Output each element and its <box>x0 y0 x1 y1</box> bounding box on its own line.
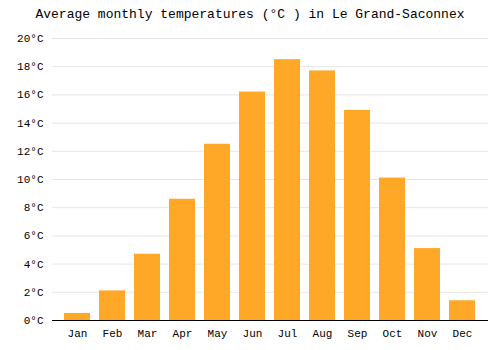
svg-text:Dec: Dec <box>453 328 473 340</box>
svg-text:Sep: Sep <box>348 328 368 340</box>
svg-text:0°C: 0°C <box>24 315 44 327</box>
svg-text:10°C: 10°C <box>17 174 44 186</box>
svg-text:Oct: Oct <box>383 328 403 340</box>
svg-text:Jan: Jan <box>68 328 88 340</box>
svg-text:Jun: Jun <box>243 328 263 340</box>
svg-text:Apr: Apr <box>173 328 193 340</box>
svg-text:20°C: 20°C <box>17 33 44 45</box>
html-text:Average monthly temperatures (: Average monthly temperatures (°C ) in Le… <box>35 7 465 22</box>
svg-text:Nov: Nov <box>418 328 438 340</box>
svg-text:2°C: 2°C <box>24 287 44 299</box>
svg-text:Aug: Aug <box>313 328 333 340</box>
svg-text:May: May <box>208 328 228 340</box>
svg-text:12°C: 12°C <box>17 146 44 158</box>
svg-text:8°C: 8°C <box>24 202 44 214</box>
svg-text:Jul: Jul <box>278 328 298 340</box>
svg-text:18°C: 18°C <box>17 61 44 73</box>
svg-text:16°C: 16°C <box>17 89 44 101</box>
svg-text:14°C: 14°C <box>17 118 44 130</box>
svg-text:Feb: Feb <box>103 328 123 340</box>
svg-text:6°C: 6°C <box>24 230 44 242</box>
svg-text:4°C: 4°C <box>24 259 44 271</box>
svg-text:Mar: Mar <box>138 328 158 340</box>
